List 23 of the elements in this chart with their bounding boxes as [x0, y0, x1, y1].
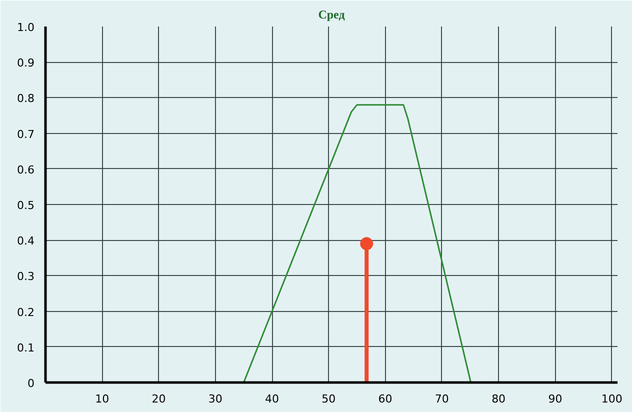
y-tick-label: 0.1 — [17, 341, 35, 354]
y-tick-label: 0.3 — [17, 270, 35, 284]
y-tick-label: 0 — [28, 377, 34, 390]
chart-title: Сред — [318, 8, 345, 22]
y-tick-label: 0.9 — [17, 56, 35, 70]
y-tick-label: 0.5 — [17, 199, 35, 212]
x-tick-label: 70 — [434, 392, 449, 406]
x-tick-label: 30 — [208, 392, 222, 406]
y-tick-label: 1.0 — [17, 21, 35, 34]
line-series — [242, 104, 472, 382]
x-tick-label: 10 — [95, 392, 110, 406]
x-tick-label: 90 — [548, 392, 562, 406]
y-tick-label: 0.4 — [17, 234, 35, 248]
x-tick-label: 40 — [265, 392, 280, 406]
y-tick-label: 0.6 — [17, 163, 35, 176]
x-tick-label: 50 — [322, 392, 336, 406]
x-tick-label: 20 — [152, 392, 166, 406]
x-tick-label: 80 — [492, 392, 506, 406]
y-tick-label: 0.8 — [17, 92, 35, 106]
y-tick-label: 0.7 — [17, 128, 35, 141]
x-tick-label: 100 — [601, 392, 622, 406]
y-tick-label: 0.2 — [17, 306, 35, 319]
x-tick-label: 60 — [378, 392, 392, 406]
